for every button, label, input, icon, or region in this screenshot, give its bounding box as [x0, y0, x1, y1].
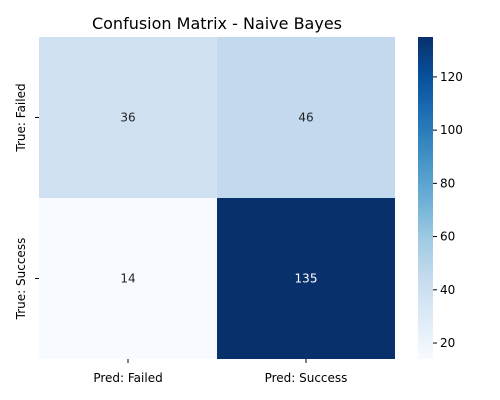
colorbar-tick-label: 20 — [440, 336, 455, 350]
heatmap-cell-true-success-pred-failed — [39, 198, 217, 359]
heatmap-cell-labels: 36 46 14 135 — [120, 111, 317, 286]
y-axis: True: Failed True: Success — [14, 83, 39, 320]
colorbar — [418, 37, 433, 359]
x-tick-label: Pred: Failed — [93, 371, 162, 385]
cell-value-label: 14 — [120, 272, 135, 286]
heatmap-cell-true-success-pred-success — [217, 198, 395, 359]
colorbar-tick-label: 60 — [440, 230, 455, 244]
heatmap-cells — [39, 37, 395, 359]
colorbar-tick-label: 40 — [440, 283, 455, 297]
cell-value-label: 36 — [120, 111, 135, 125]
x-axis: Pred: Failed Pred: Success — [93, 359, 347, 385]
heatmap-cell-true-failed-pred-failed — [39, 37, 217, 198]
colorbar-tick-label: 100 — [440, 123, 463, 137]
cell-value-label: 135 — [295, 272, 318, 286]
colorbar-tick-label: 120 — [440, 70, 463, 84]
chart-title: Confusion Matrix - Naive Bayes — [92, 14, 342, 33]
cell-value-label: 46 — [298, 111, 313, 125]
colorbar-axis: 20 40 60 80 100 120 — [433, 70, 463, 350]
y-tick-label: True: Failed — [14, 83, 28, 152]
colorbar-tick-label: 80 — [440, 176, 455, 190]
heatmap-cell-true-failed-pred-success — [217, 37, 395, 198]
x-tick-label: Pred: Success — [265, 371, 348, 385]
y-tick-label: True: Success — [14, 238, 28, 321]
